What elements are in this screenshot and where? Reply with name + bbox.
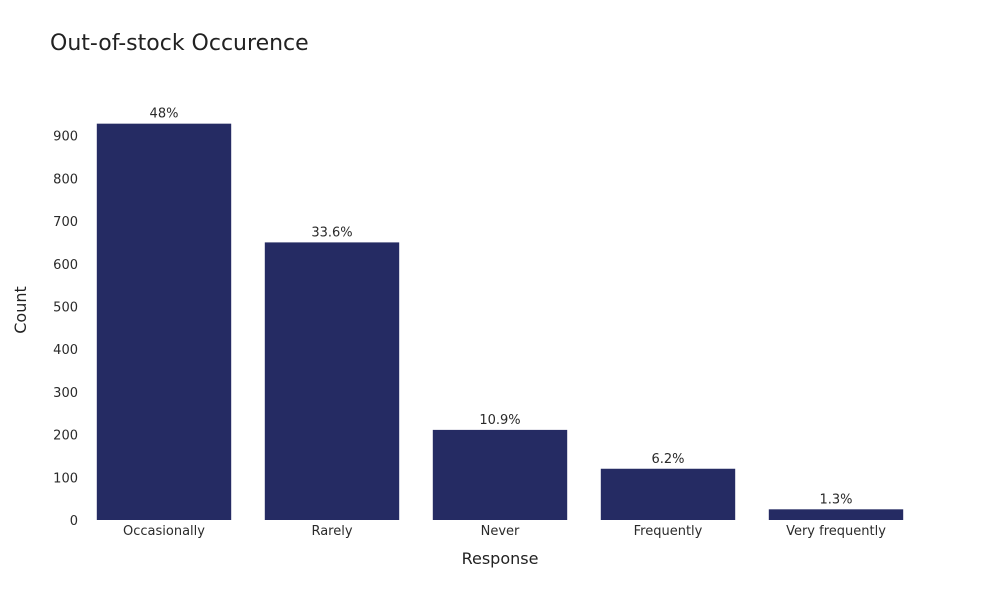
bar-rarely bbox=[264, 242, 400, 521]
y-tick-label: 900 bbox=[53, 130, 78, 145]
bar-never bbox=[432, 429, 568, 520]
x-tick-label: Very frequently bbox=[786, 524, 886, 539]
y-tick-label: 300 bbox=[53, 386, 78, 401]
bar-data-label: 10.9% bbox=[479, 413, 520, 428]
x-tick-label: Rarely bbox=[311, 524, 352, 539]
y-tick-label: 800 bbox=[53, 172, 78, 187]
y-tick-label: 0 bbox=[70, 514, 78, 529]
bar-data-label: 33.6% bbox=[311, 225, 352, 240]
y-tick-label: 100 bbox=[53, 471, 78, 486]
bar-very-frequently bbox=[768, 509, 904, 520]
bar-occasionally bbox=[96, 123, 232, 521]
bar-data-label: 48% bbox=[150, 107, 179, 122]
y-tick-label: 200 bbox=[53, 429, 78, 444]
bar-data-label: 1.3% bbox=[819, 492, 852, 507]
y-tick-label: 500 bbox=[53, 300, 78, 315]
x-tick-label: Occasionally bbox=[123, 524, 205, 539]
plot-area: 0 100 200 300 400 500 600 700 800 900 48% Occasiona… bbox=[53, 107, 904, 539]
y-axis-title: Count bbox=[11, 286, 30, 334]
x-tick-label: Never bbox=[481, 524, 520, 539]
bar-frequently bbox=[600, 468, 736, 520]
x-tick-label: Frequently bbox=[634, 524, 703, 539]
chart-title: Out-of-stock Occurence bbox=[50, 31, 309, 56]
bar-data-label: 6.2% bbox=[651, 452, 684, 467]
y-tick-label: 700 bbox=[53, 215, 78, 230]
y-tick-label: 600 bbox=[53, 258, 78, 273]
x-axis-title: Response bbox=[462, 549, 539, 568]
y-tick-label: 400 bbox=[53, 343, 78, 358]
